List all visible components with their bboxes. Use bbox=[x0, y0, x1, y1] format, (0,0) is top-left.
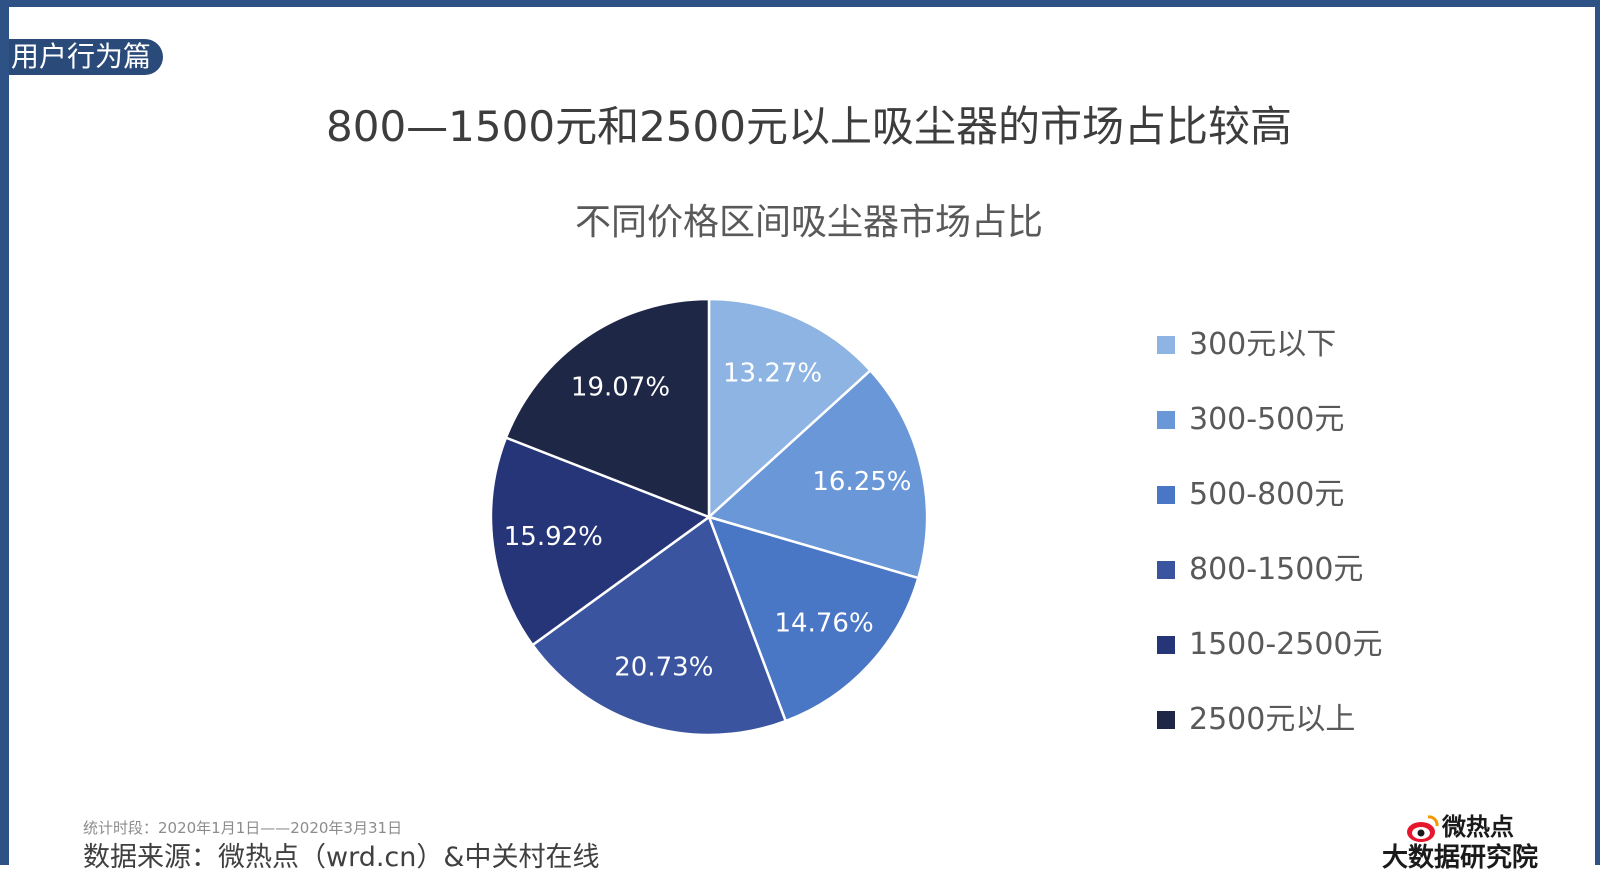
chart-legend: 300元以下 300-500元 500-800元 800-1500元 1500-2500… bbox=[1157, 307, 1383, 757]
pie-slice-1 bbox=[707, 297, 873, 520]
pie-slice-6 bbox=[504, 297, 711, 519]
pie-data-label-1: 13.27% bbox=[723, 358, 822, 388]
pie-chart: 13.27% 16.25% 14.76% 20.73% 15.92% 19.07% bbox=[489, 297, 929, 737]
legend-label-4: 800-1500元 bbox=[1189, 551, 1364, 587]
section-tag: 用户行为篇 bbox=[9, 39, 164, 75]
legend-swatch-6 bbox=[1157, 710, 1175, 729]
legend-label-1: 300元以下 bbox=[1189, 326, 1337, 362]
legend-item-4: 800-1500元 bbox=[1157, 532, 1383, 607]
legend-swatch-3 bbox=[1157, 485, 1175, 504]
pie-slice-5 bbox=[489, 436, 712, 647]
legend-swatch-5 bbox=[1157, 635, 1175, 654]
legend-item-6: 2500元以上 bbox=[1157, 682, 1383, 757]
logo-brand-name: 微热点 bbox=[1442, 813, 1514, 841]
page-title: 800—1500元和2500元以上吸尘器的市场占比较高 bbox=[326, 102, 1292, 151]
pie-slice-4 bbox=[530, 515, 788, 737]
pie-slice-2 bbox=[706, 368, 929, 580]
pie-data-label-6: 19.07% bbox=[571, 372, 670, 402]
legend-label-6: 2500元以上 bbox=[1189, 701, 1356, 737]
legend-label-5: 1500-2500元 bbox=[1189, 626, 1383, 662]
legend-item-1: 300元以下 bbox=[1157, 307, 1383, 382]
pie-data-label-2: 16.25% bbox=[812, 467, 911, 497]
data-source: 数据来源：微热点（wrd.cn）&中关村在线 bbox=[83, 842, 600, 873]
legend-item-5: 1500-2500元 bbox=[1157, 607, 1383, 682]
legend-item-2: 300-500元 bbox=[1157, 382, 1383, 457]
chart-title: 不同价格区间吸尘器市场占比 bbox=[574, 202, 1043, 243]
logo-subtitle: 大数据研究院 bbox=[1382, 843, 1539, 873]
brand-logo: 微热点 大数据研究院 bbox=[1374, 812, 1554, 873]
legend-label-3: 500-800元 bbox=[1189, 476, 1345, 512]
pie-slice-3 bbox=[706, 515, 920, 723]
pie-data-label-5: 15.92% bbox=[504, 522, 603, 552]
legend-swatch-1 bbox=[1157, 335, 1175, 354]
legend-item-3: 500-800元 bbox=[1157, 457, 1383, 532]
weibo-eye-icon bbox=[1407, 815, 1439, 842]
legend-swatch-4 bbox=[1157, 560, 1175, 579]
pie-data-label-3: 14.76% bbox=[775, 609, 874, 639]
pie-data-label-4: 20.73% bbox=[614, 652, 713, 682]
statistics-period: 统计时段：2020年1月1日——2020年3月31日 bbox=[83, 819, 403, 837]
legend-swatch-2 bbox=[1157, 410, 1175, 429]
legend-label-2: 300-500元 bbox=[1189, 401, 1345, 437]
